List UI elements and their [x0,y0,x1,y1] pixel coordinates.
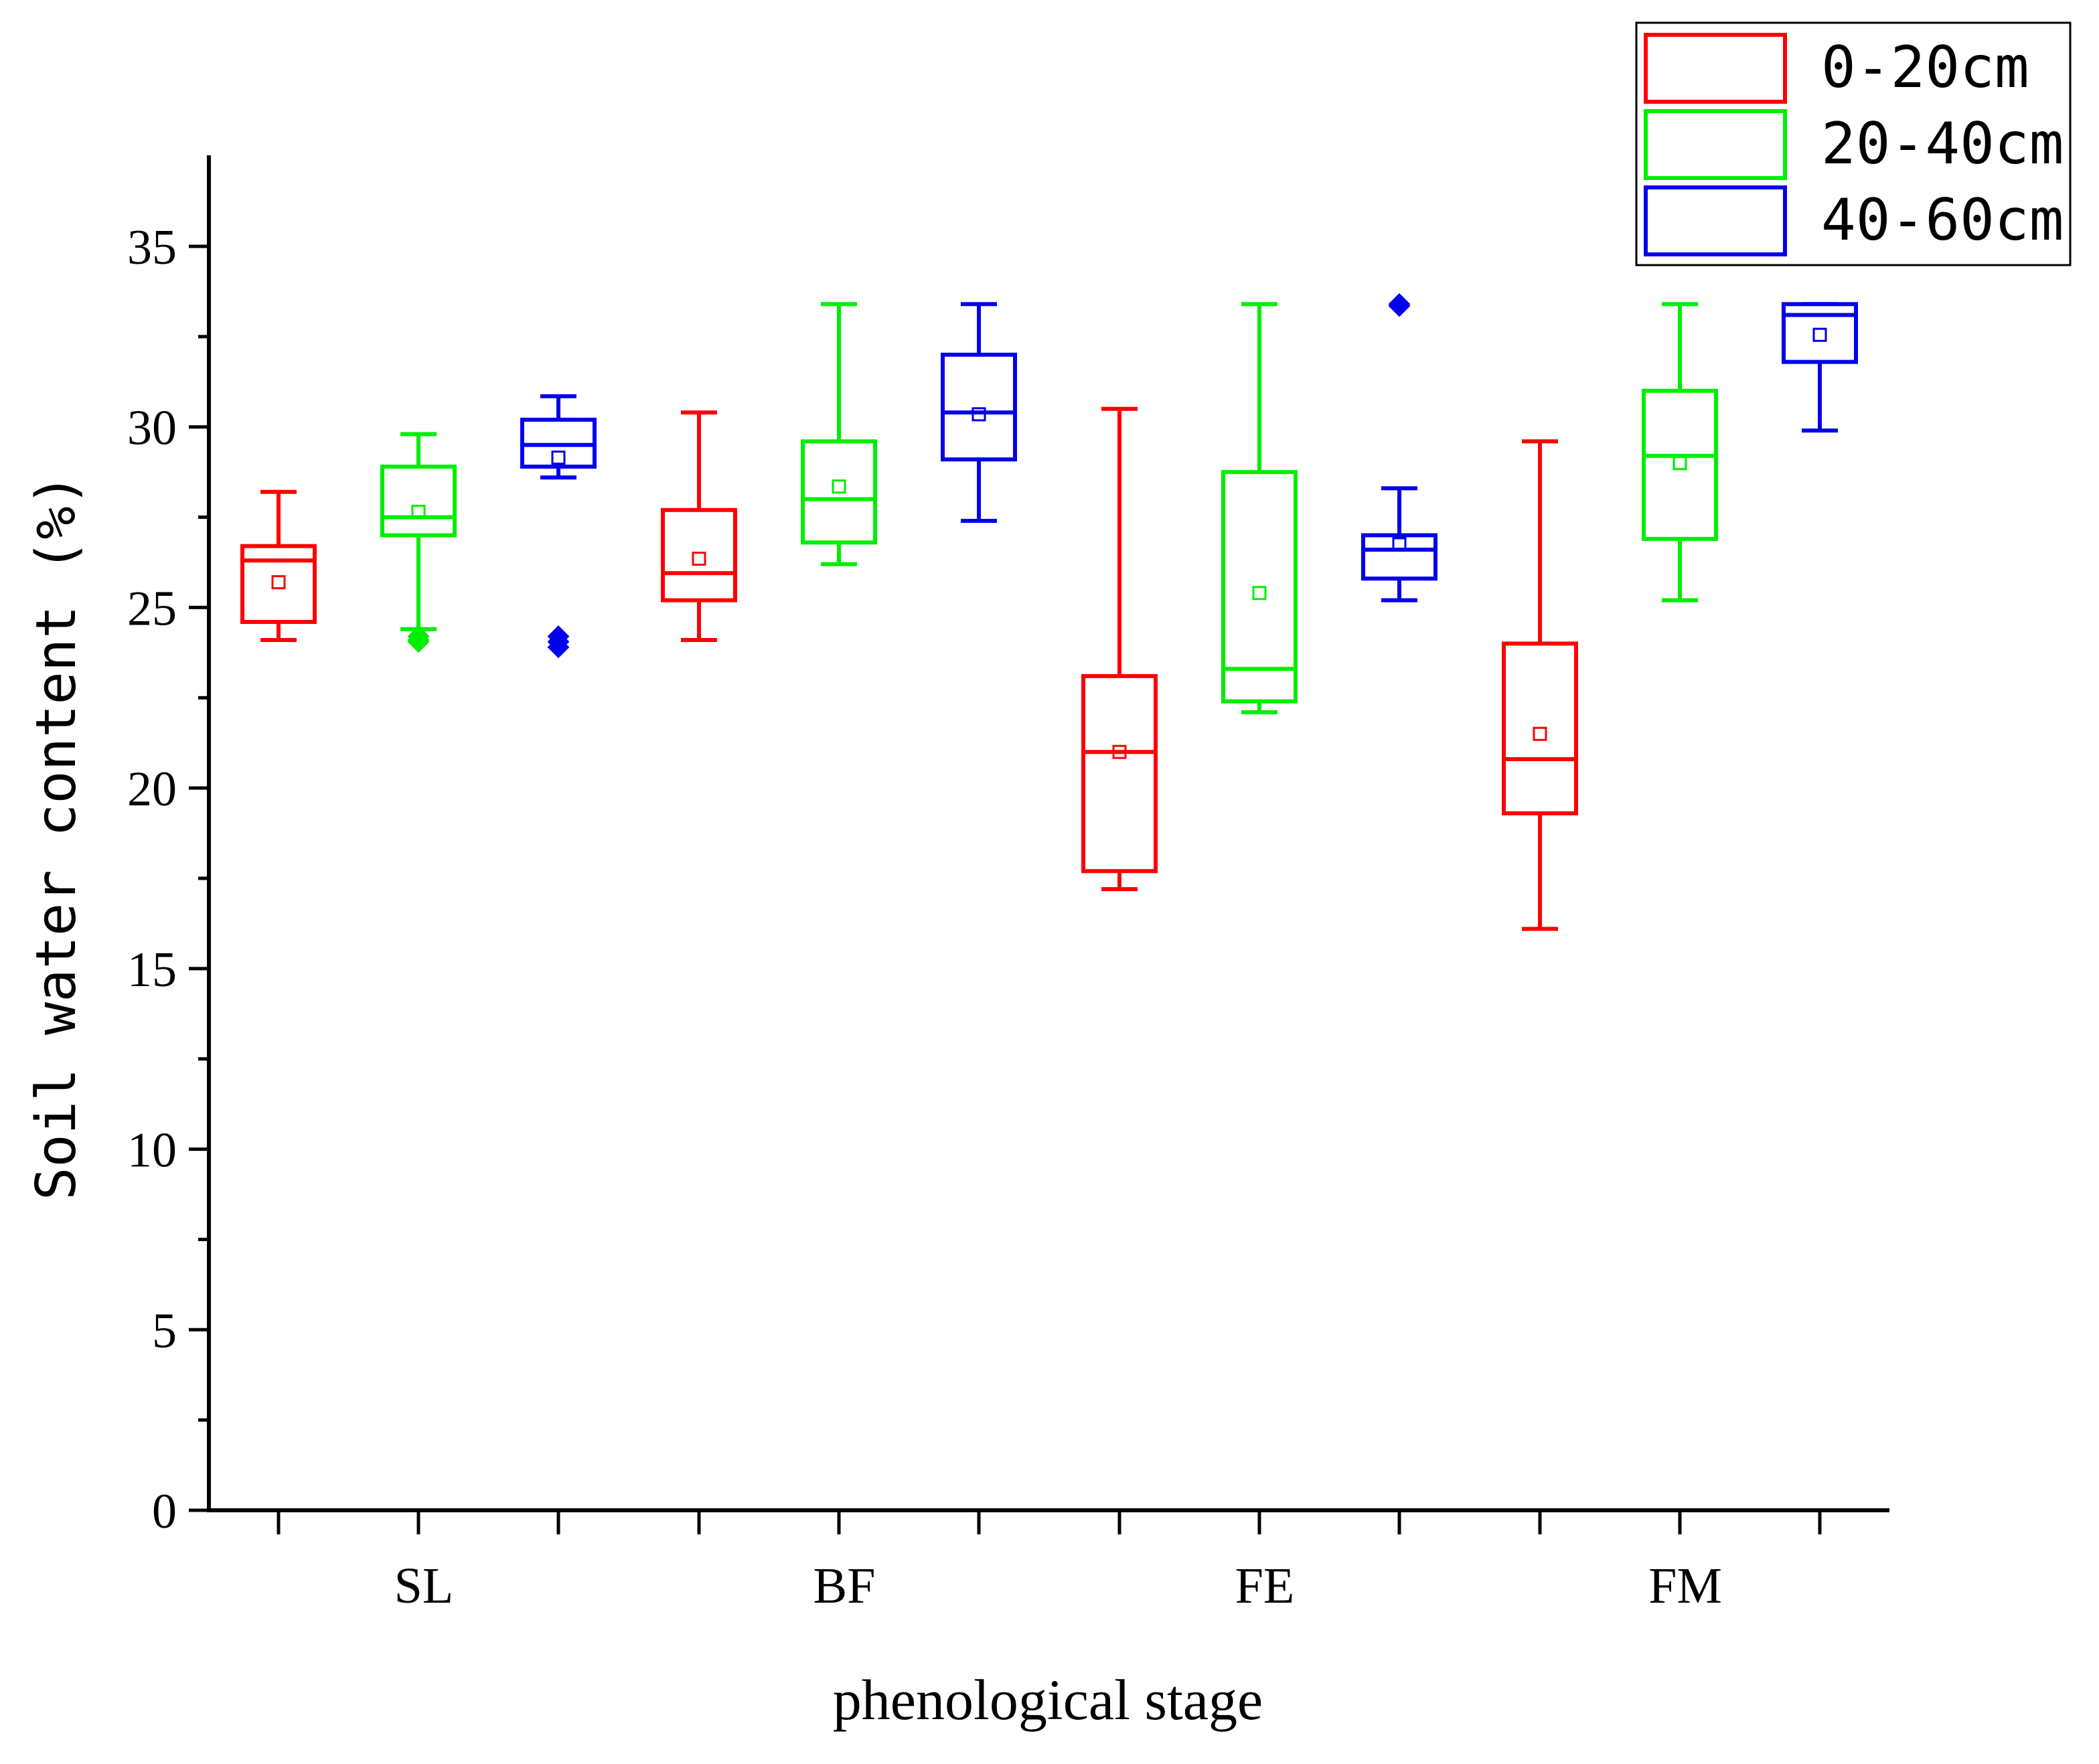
legend-swatch [1644,33,1787,104]
box-0-20cm-SL [240,489,317,642]
y-tick-label: 30 [127,401,177,456]
box-40-60cm-BF [941,302,1017,523]
box-20-40cm-FM [1642,302,1718,603]
box-40-60cm-FM [1782,302,1858,433]
box-40-60cm-FE [1361,293,1437,603]
box-0-20cm-FM [1502,439,1578,931]
box-20-40cm-BF [801,302,877,566]
box-40-60cm-SL [520,394,597,659]
axes: 0 5 10 15 20 25 30 35 SL BF FE FM [127,155,1889,1614]
box-iqr [380,465,457,538]
box-iqr [661,507,737,603]
mean-marker [411,504,426,519]
box-iqr [1361,533,1437,581]
y-tick-label: 35 [127,220,177,275]
box-iqr [1642,388,1718,541]
y-tick-label: 25 [127,581,177,636]
mean-marker [1252,586,1267,600]
x-tick-label: FM [1648,1558,1722,1614]
box-20-40cm-FE [1221,302,1298,714]
y-tick-label: 15 [127,943,177,997]
mean-marker [551,451,566,465]
box-iqr [1081,673,1158,874]
mean-marker [832,479,846,494]
legend-label: 20-40cm [1821,110,2064,177]
mean-marker [692,552,706,566]
legend-label: 40-60cm [1821,187,2064,254]
mean-marker [1533,726,1547,741]
box-0-20cm-BF [661,410,737,642]
box-iqr [1221,470,1298,704]
outlier-point [407,631,430,653]
box-iqr [240,544,317,625]
y-tick-label: 10 [127,1123,177,1178]
axis-labels: phenological stage Soil water content (%… [25,473,1263,1732]
y-axis-label: Soil water content (%) [25,473,88,1200]
box-iqr [941,352,1017,462]
box-20-40cm-SL [380,432,457,653]
legend-label: 0-20cm [1821,34,2029,101]
box-series [240,293,1858,931]
legend-swatch [1644,109,1787,180]
mean-marker [1112,744,1127,759]
x-axis-label: phenological stage [833,1668,1263,1732]
mean-marker [271,575,286,590]
x-tick-label: SL [394,1558,454,1614]
x-tick-label: BF [813,1558,876,1614]
mean-marker [1392,537,1407,552]
mean-marker [1812,327,1827,342]
box-0-20cm-FE [1081,406,1158,892]
legend-swatch [1644,185,1787,256]
x-tick-label: FE [1235,1558,1295,1614]
box-iqr [1502,641,1578,815]
y-tick-label: 20 [127,762,177,817]
y-tick-label: 0 [152,1484,177,1539]
mean-marker [1673,456,1687,471]
y-tick-label: 5 [152,1303,177,1358]
mean-marker [971,407,986,422]
outlier-point [547,636,570,659]
outlier-point [1388,295,1411,317]
box-iqr [1782,302,1858,364]
legend: 0-20cm 20-40cm 40-60cm [1635,21,2072,266]
